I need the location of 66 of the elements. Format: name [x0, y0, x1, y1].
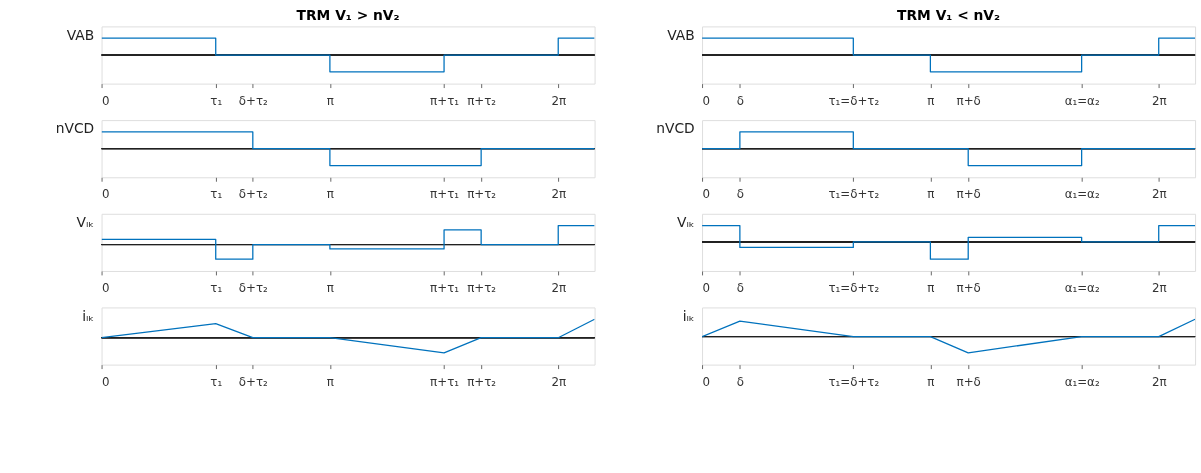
x-tick-label: τ₁ [210, 93, 223, 108]
x-tick-label: π+δ [956, 374, 981, 389]
x-tick-label: π+δ [956, 281, 981, 296]
x-tick-label: τ₁ [210, 187, 223, 202]
x-tick-label: π [927, 93, 935, 108]
x-tick-label: 0 [102, 374, 110, 389]
x-tick-label: π+τ₂ [467, 374, 497, 389]
x-tick-label: 2π [551, 281, 567, 296]
x-tick-label: π+τ₁ [430, 374, 460, 389]
x-tick-label: 0 [702, 187, 711, 202]
x-tick-label: π+τ₂ [467, 187, 497, 202]
x-tick-label: π+τ₁ [430, 281, 460, 296]
x-tick-label: π [326, 281, 334, 296]
x-tick-label: 0 [702, 93, 711, 108]
x-tick-label: π+τ₁ [430, 187, 460, 202]
x-tick-label: δ+τ₂ [238, 281, 268, 296]
x-tick-label: 2π [1151, 187, 1167, 202]
x-tick-label: π+τ₁ [430, 93, 460, 108]
y-axis-title: Vₗₖ [677, 214, 695, 231]
y-axis-title: nVCD [55, 120, 95, 137]
x-tick-label: π [326, 187, 334, 202]
x-tick-label: π+τ₂ [467, 93, 497, 108]
x-tick-label: 0 [702, 374, 711, 389]
x-tick-label: δ [736, 187, 744, 202]
y-axis-title: iₗₖ [682, 307, 695, 324]
x-tick-label: τ₁=δ+τ₂ [828, 374, 880, 389]
x-tick-label: τ₁ [210, 374, 223, 389]
y-axis-title: VAB [667, 26, 695, 43]
x-tick-label: 2π [551, 374, 567, 389]
x-tick-label: 0 [102, 93, 110, 108]
x-tick-label: τ₁=δ+τ₂ [828, 93, 880, 108]
x-tick-label: 2π [551, 187, 567, 202]
chart-title: TRM V₁ > nV₂ [296, 6, 400, 23]
x-tick-label: δ+τ₂ [238, 374, 268, 389]
x-tick-label: π+δ [956, 93, 981, 108]
x-tick-label: π [927, 374, 935, 389]
y-axis-title: nVCD [656, 120, 695, 137]
x-tick-label: α₁=α₂ [1064, 374, 1100, 389]
x-tick-label: 2π [551, 93, 567, 108]
x-tick-label: π [326, 374, 334, 389]
y-axis-title: VAB [66, 26, 95, 43]
x-tick-label: π [927, 187, 935, 202]
x-tick-label: δ+τ₂ [238, 187, 268, 202]
x-tick-label: 0 [102, 281, 110, 296]
x-tick-label: α₁=α₂ [1064, 93, 1100, 108]
x-tick-label: δ [736, 93, 744, 108]
x-tick-label: δ [736, 281, 744, 296]
x-tick-label: τ₁=δ+τ₂ [828, 187, 880, 202]
x-tick-label: τ₁=δ+τ₂ [828, 281, 880, 296]
x-tick-label: π+δ [956, 187, 981, 202]
x-tick-label: 0 [702, 281, 711, 296]
x-tick-label: π+τ₂ [467, 281, 497, 296]
x-tick-label: δ [736, 374, 744, 389]
chart-title: TRM V₁ < nV₂ [897, 6, 1001, 23]
x-tick-label: 2π [1151, 374, 1167, 389]
x-tick-label: α₁=α₂ [1064, 187, 1100, 202]
x-tick-label: π [927, 281, 935, 296]
x-tick-label: 2π [1151, 281, 1167, 296]
x-tick-label: 2π [1151, 93, 1167, 108]
y-axis-title: iₗₖ [82, 307, 95, 324]
x-tick-label: α₁=α₂ [1064, 281, 1100, 296]
x-tick-label: τ₁ [210, 281, 223, 296]
y-axis-title: Vₗₖ [76, 214, 95, 231]
x-tick-label: 0 [102, 187, 110, 202]
x-tick-label: π [326, 93, 334, 108]
x-tick-label: δ+τ₂ [238, 93, 268, 108]
